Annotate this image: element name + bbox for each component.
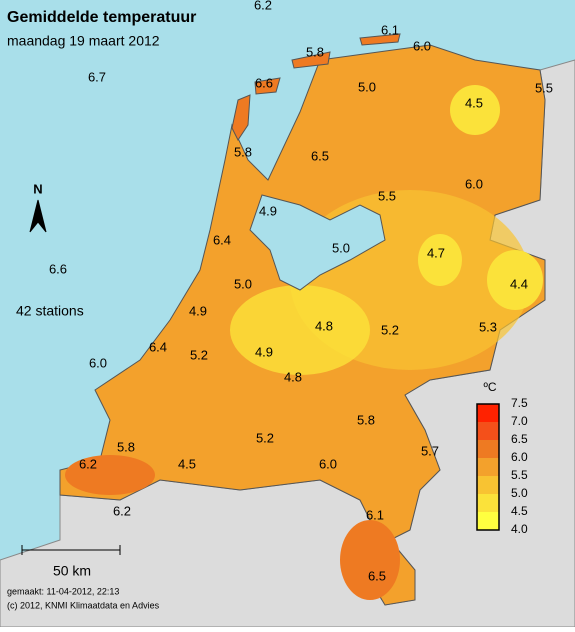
station-value: 6.2: [113, 503, 131, 518]
station-value: 5.2: [190, 347, 208, 362]
area-coolest: [487, 250, 543, 310]
station-value: 5.7: [421, 443, 439, 458]
station-value: 5.3: [479, 319, 497, 334]
station-value: 6.0: [413, 38, 431, 53]
legend-tick-label: 5.5: [511, 468, 528, 482]
station-value: 6.0: [319, 456, 337, 471]
station-value: 5.8: [357, 412, 375, 427]
station-value: 4.8: [315, 318, 333, 333]
station-value: 6.4: [213, 232, 231, 247]
station-value: 6.6: [49, 261, 67, 276]
stations: 6.2 6.1 5.8 6.0 6.7 6.6 5.0 4.5 5.5 5.8 6.5 6.0 5.5 4…: [49, 0, 553, 583]
station-value: 5.0: [358, 79, 376, 94]
north-arrow: [29, 199, 47, 233]
subtitle: maandag 19 maart 2012: [7, 33, 160, 49]
legend: 7.5 7.0 6.5 6.0 5.5 5.0 4.5 4.0: [476, 396, 528, 536]
station-value: 4.9: [189, 303, 207, 318]
legend-tick-label: 6.0: [511, 450, 528, 464]
island: [359, 33, 401, 46]
legend-swatch: [477, 440, 499, 458]
island: [291, 51, 331, 69]
footer-copyright: (c) 2012, KNMI Klimaatdata en Advies: [7, 600, 160, 610]
station-count: 42 stations: [16, 303, 84, 319]
station-value: 6.4: [149, 339, 167, 354]
area-coolest: [450, 85, 500, 135]
station-value: 5.0: [234, 276, 252, 291]
legend-unit: ºC: [483, 380, 496, 394]
legend-swatch: [477, 422, 499, 440]
station-value: 5.2: [381, 322, 399, 337]
title: Gemiddelde temperatuur: [7, 9, 196, 26]
legend-tick-label: 4.0: [511, 522, 528, 536]
island: [231, 94, 251, 141]
station-value: 4.4: [510, 276, 528, 291]
station-value: 5.5: [535, 80, 553, 95]
legend-tick-label: 5.0: [511, 486, 528, 500]
station-value: 6.0: [89, 355, 107, 370]
area-coolest: [230, 285, 370, 375]
station-value: 4.5: [465, 95, 483, 110]
station-value: 6.2: [254, 0, 272, 12]
station-value: 5.0: [332, 240, 350, 255]
scale-label: 50 km: [53, 563, 91, 579]
station-value: 4.5: [178, 456, 196, 471]
ijsselmeer: [249, 194, 386, 291]
area-warm: [340, 520, 400, 600]
legend-tick-label: 7.5: [511, 396, 528, 410]
station-value: 5.8: [306, 44, 324, 59]
station-value: 6.1: [381, 22, 399, 37]
station-value: 6.5: [368, 568, 386, 583]
station-value: 6.0: [465, 176, 483, 191]
area-coolest: [418, 234, 462, 286]
station-value: 5.8: [234, 144, 252, 159]
station-value: 6.2: [79, 456, 97, 471]
station-value: 6.7: [88, 69, 106, 84]
station-value: 5.2: [256, 430, 274, 445]
station-value: 4.9: [255, 344, 273, 359]
legend-swatch: [477, 404, 499, 422]
legend-swatch: [477, 494, 499, 512]
station-value: 4.7: [427, 245, 445, 260]
area-warm: [65, 455, 155, 495]
station-value: 6.1: [366, 507, 384, 522]
station-value: 5.5: [378, 188, 396, 203]
station-value: 5.8: [117, 439, 135, 454]
legend-swatch: [477, 512, 499, 530]
station-value: 4.8: [284, 369, 302, 384]
legend-swatch: [477, 476, 499, 494]
legend-tick-label: 7.0: [511, 414, 528, 428]
station-value: 4.9: [259, 203, 277, 218]
legend-swatch: [477, 458, 499, 476]
legend-tick-label: 6.5: [511, 432, 528, 446]
footer-made: gemaakt: 11-04-2012, 22:13: [7, 586, 119, 596]
legend-tick-label: 4.5: [511, 504, 528, 518]
legend-frame: [476, 403, 500, 531]
station-value: 6.5: [311, 148, 329, 163]
island: [254, 77, 281, 95]
station-value: 6.6: [255, 75, 273, 90]
north-label: N: [33, 181, 42, 196]
